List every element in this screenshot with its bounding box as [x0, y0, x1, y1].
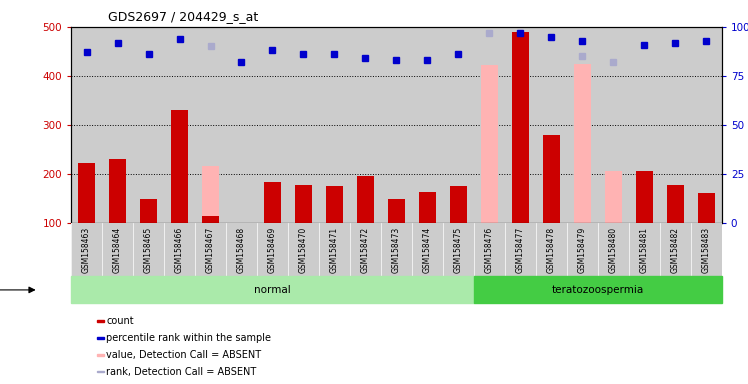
Text: rank, Detection Call = ABSENT: rank, Detection Call = ABSENT	[106, 367, 257, 377]
Text: GSM158480: GSM158480	[609, 227, 618, 273]
Text: GSM158477: GSM158477	[516, 227, 525, 273]
Text: percentile rank within the sample: percentile rank within the sample	[106, 333, 272, 343]
Text: GSM158469: GSM158469	[268, 227, 277, 273]
Bar	[481, 65, 498, 223]
Text: GSM158466: GSM158466	[175, 227, 184, 273]
Bar	[419, 192, 436, 223]
Bar	[97, 354, 104, 356]
Text: GSM158483: GSM158483	[702, 227, 711, 273]
Text: GSM158475: GSM158475	[454, 227, 463, 273]
Bar	[264, 182, 281, 223]
Text: GSM158464: GSM158464	[113, 227, 122, 273]
Bar	[202, 166, 219, 223]
Bar	[574, 64, 591, 223]
Bar	[450, 186, 467, 223]
Text: value, Detection Call = ABSENT: value, Detection Call = ABSENT	[106, 350, 262, 360]
Bar	[295, 185, 312, 223]
Bar	[357, 176, 374, 223]
Text: GSM158463: GSM158463	[82, 227, 91, 273]
Bar	[605, 171, 622, 223]
Bar	[109, 159, 126, 223]
Bar	[636, 171, 653, 223]
Bar	[666, 185, 684, 223]
Text: GSM158467: GSM158467	[206, 227, 215, 273]
Text: GSM158472: GSM158472	[361, 227, 370, 273]
Text: GSM158465: GSM158465	[144, 227, 153, 273]
Bar	[474, 276, 722, 303]
Bar	[202, 216, 219, 223]
Text: normal: normal	[254, 285, 291, 295]
Text: GSM158468: GSM158468	[237, 227, 246, 273]
Text: teratozoospermia: teratozoospermia	[552, 285, 644, 295]
Text: GSM158479: GSM158479	[578, 227, 587, 273]
Bar	[171, 110, 188, 223]
Bar	[97, 337, 104, 339]
Bar	[388, 199, 405, 223]
Bar	[78, 163, 95, 223]
Bar	[326, 186, 343, 223]
Bar	[512, 32, 529, 223]
Bar	[97, 371, 104, 372]
Text: GSM158470: GSM158470	[299, 227, 308, 273]
Text: GSM158473: GSM158473	[392, 227, 401, 273]
Text: count: count	[106, 316, 134, 326]
Bar	[698, 194, 715, 223]
Bar	[543, 135, 560, 223]
Bar	[71, 276, 474, 303]
Text: GSM158476: GSM158476	[485, 227, 494, 273]
Bar	[140, 199, 157, 223]
Text: GSM158474: GSM158474	[423, 227, 432, 273]
Text: GSM158482: GSM158482	[671, 227, 680, 273]
Bar	[97, 320, 104, 322]
Text: GSM158478: GSM158478	[547, 227, 556, 273]
Text: GDS2697 / 204429_s_at: GDS2697 / 204429_s_at	[108, 10, 259, 23]
Text: GSM158481: GSM158481	[640, 227, 649, 273]
Text: GSM158471: GSM158471	[330, 227, 339, 273]
